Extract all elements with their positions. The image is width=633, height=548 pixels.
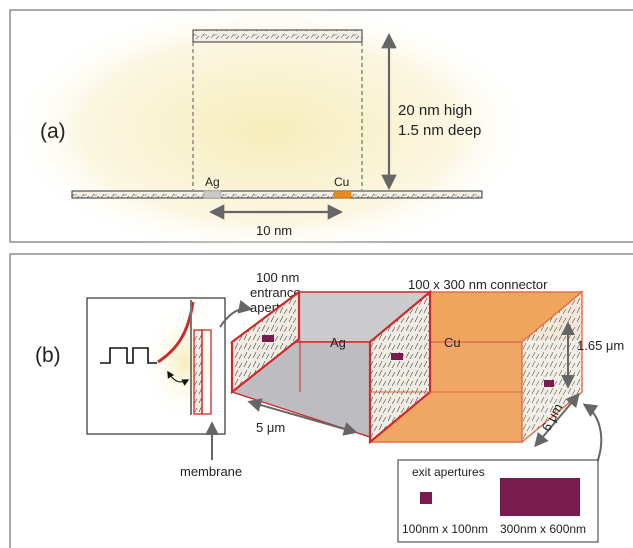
exit-small-label: 100nm x 100nm — [402, 522, 488, 536]
exit-small-swatch — [420, 492, 432, 504]
exit-aperture-legend: exit apertures 100nm x 100nm 300nm x 600… — [397, 459, 599, 543]
chamber-height-label: 1.65 μm — [577, 338, 624, 353]
connector-aperture — [391, 353, 403, 360]
panel-a: (a) Ag Cu 20 nm high 1.5 nm deep 10 nm — [5, 0, 633, 260]
top-membrane-plate — [192, 29, 363, 43]
entrance-aperture — [262, 335, 274, 342]
spacing-label: 10 nm — [256, 223, 292, 238]
deflection-arrow — [167, 370, 190, 386]
exit-large-swatch — [500, 478, 580, 516]
panel-b-label: (b) — [35, 344, 61, 367]
membrane-label: membrane — [180, 464, 242, 479]
chamber-length-arrow — [247, 398, 358, 436]
height-label-line2: 1.5 nm deep — [398, 122, 481, 139]
entrance-label-line2: entrance — [250, 285, 301, 300]
copper-chamber-label: Cu — [444, 335, 461, 350]
chamber-length-label: 5 μm — [256, 420, 285, 435]
ag-deposit — [203, 190, 222, 199]
height-label-line1: 20 nm high — [398, 102, 472, 119]
panel-a-label: (a) — [40, 120, 66, 143]
chamber-depth-arrow — [534, 392, 580, 448]
exit-large-label: 300nm x 600nm — [500, 522, 586, 536]
silver-chamber-label: Ag — [330, 335, 346, 350]
cu-label: Cu — [334, 175, 349, 189]
bottom-membrane — [71, 190, 483, 199]
ag-label: Ag — [205, 175, 220, 189]
cu-deposit — [333, 190, 352, 199]
connector-label: 100 x 300 nm connector — [408, 277, 548, 292]
entrance-label-line1: 100 nm — [256, 270, 299, 285]
square-wave — [100, 347, 157, 364]
panel-b: (b) membrane 100 nm entrance aperture 10… — [9, 253, 633, 548]
exit-legend-title: exit apertures — [412, 465, 485, 479]
inset-to-chamber-arrow — [219, 299, 253, 328]
membrane-inset — [86, 297, 227, 435]
exit-aperture — [544, 380, 554, 387]
